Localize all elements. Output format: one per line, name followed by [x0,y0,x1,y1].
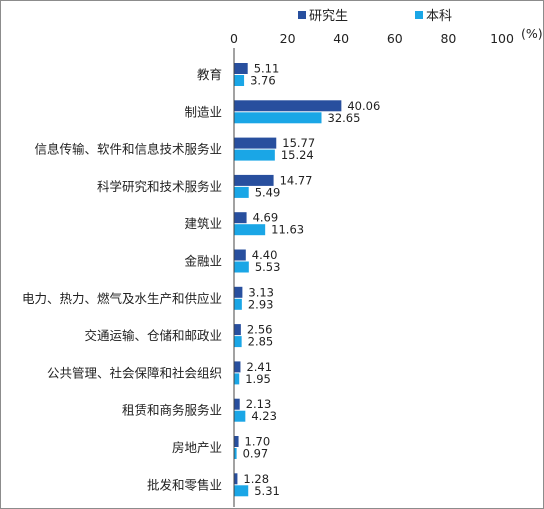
bar [234,224,266,236]
value-label: 15.77 [282,136,315,150]
category-label: 制造业 [184,104,222,119]
bar [234,100,342,112]
category-label: 信息传输、软件和信息技术服务业 [34,142,222,157]
value-label: 5.31 [254,484,280,498]
bar [234,336,242,348]
category-label: 金融业 [184,254,222,269]
value-label: 5.53 [255,260,281,274]
value-label: 2.13 [246,397,272,411]
category-label: 房地产业 [172,440,222,455]
category-label: 建筑业 [184,216,222,231]
legend: 研究生 本科 [298,9,452,24]
bar [234,361,241,373]
bar [234,261,249,273]
value-label: 32.65 [328,111,361,125]
bar [234,149,275,161]
value-label: 4.40 [252,248,278,262]
x-tick-label: 40 [333,31,349,46]
category-label: 交通运输、仓储和邮政业 [84,328,222,343]
x-tick-label: 20 [280,31,296,46]
value-label: 1.70 [245,435,271,449]
bar [234,436,239,447]
bar [234,473,238,485]
legend-swatch [298,11,306,19]
value-label: 14.77 [280,173,313,187]
value-label: 5.49 [255,185,281,199]
bar [234,75,245,86]
category-label: 电力、热力、燃气及水生产和供应业 [22,291,222,306]
value-label: 4.23 [251,409,277,423]
bar [234,373,240,385]
y-axis: 教育制造业信息传输、软件和信息技术服务业科学研究和技术服务业建筑业金融业电力、热… [22,48,235,507]
x-tick-label: 0 [230,31,238,46]
category-label: 租赁和商务服务业 [122,403,222,418]
value-label: 0.97 [243,447,269,461]
bar [234,186,249,198]
value-label: 15.24 [281,148,314,162]
bar [234,485,249,497]
bar [234,286,243,298]
x-tick-label: 80 [440,31,456,46]
legend-label: 本科 [426,9,452,24]
category-label: 批发和零售业 [147,477,222,492]
bar [234,324,241,336]
value-label: 2.93 [248,297,274,311]
x-tick-label: 60 [387,31,403,46]
bar [234,249,246,261]
category-label: 教育 [197,67,222,82]
legend-swatch [415,11,423,19]
bar [234,212,247,224]
x-tick-label: 100 [490,31,514,46]
value-label: 40.06 [347,99,380,113]
bar [234,63,248,74]
x-axis: 0 20 40 60 80 100 [230,31,514,46]
bar [234,298,242,310]
value-label: 2.56 [247,323,273,337]
axis-unit: (%) [521,26,543,41]
value-label: 3.76 [250,74,276,88]
value-label: 5.11 [254,62,280,76]
value-label: 11.63 [271,223,304,237]
value-label: 1.95 [245,372,271,386]
bar [234,398,240,410]
value-label: 1.28 [243,472,269,486]
category-label: 科学研究和技术服务业 [97,179,222,194]
bar [234,448,237,459]
bar [234,137,277,149]
value-label: 2.85 [248,335,274,349]
bar [234,112,322,124]
legend-label: 研究生 [309,9,348,24]
bar [234,174,274,186]
category-label: 公共管理、社会保障和社会组织 [47,365,222,380]
value-label: 2.41 [246,360,272,374]
bar [234,410,246,422]
value-label: 3.13 [248,285,274,299]
value-label: 4.69 [253,211,279,225]
